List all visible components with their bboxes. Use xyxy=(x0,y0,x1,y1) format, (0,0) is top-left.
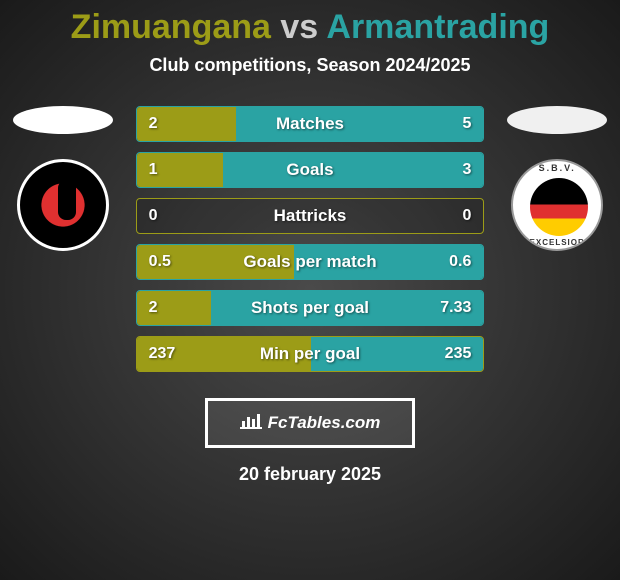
left-oval-decor xyxy=(13,106,113,134)
stat-row: 2Matches5 xyxy=(136,106,485,142)
stat-value-right: 3 xyxy=(462,153,471,187)
chart-icon xyxy=(240,411,262,435)
badge-right-text-bottom: EXCELSIOR xyxy=(513,238,601,247)
stat-value-right: 0.6 xyxy=(449,245,471,279)
page-title: Zimuangana vs Armantrading xyxy=(0,8,620,47)
right-side: S.B.V. EXCELSIOR xyxy=(502,106,612,251)
date-label: 20 february 2025 xyxy=(0,464,620,485)
content-row: 2Matches5 1Goals3 0Hattricks0 0.5Goals per … xyxy=(0,106,620,382)
stat-row: 2Shots per goal7.33 xyxy=(136,290,485,326)
stat-label: Shots per goal xyxy=(137,291,484,325)
stat-row: 237Min per goal235 xyxy=(136,336,485,372)
attribution-box: FcTables.com xyxy=(205,398,415,448)
stat-row: 0.5Goals per match0.6 xyxy=(136,244,485,280)
badge-right-text-top: S.B.V. xyxy=(513,163,601,173)
club-badge-right: S.B.V. EXCELSIOR xyxy=(511,159,603,251)
left-side xyxy=(8,106,118,251)
stat-value-right: 5 xyxy=(462,107,471,141)
title-player1: Zimuangana xyxy=(71,8,271,46)
stat-label: Min per goal xyxy=(137,337,484,371)
badge-right-inner xyxy=(530,178,588,236)
right-oval-decor xyxy=(507,106,607,134)
stat-row: 0Hattricks0 xyxy=(136,198,485,234)
stat-value-right: 235 xyxy=(445,337,472,371)
attribution-text: FcTables.com xyxy=(268,413,381,433)
title-vs: vs xyxy=(280,8,318,46)
stat-value-right: 0 xyxy=(462,199,471,233)
infographic-container: Zimuangana vs Armantrading Club competit… xyxy=(0,0,620,580)
stat-label: Goals per match xyxy=(137,245,484,279)
stat-label: Matches xyxy=(137,107,484,141)
subtitle: Club competitions, Season 2024/2025 xyxy=(0,55,620,76)
stats-panel: 2Matches5 1Goals3 0Hattricks0 0.5Goals per … xyxy=(136,106,485,382)
club-badge-left xyxy=(17,159,109,251)
stat-value-right: 7.33 xyxy=(440,291,471,325)
title-player2: Armantrading xyxy=(326,8,549,46)
stat-label: Goals xyxy=(137,153,484,187)
stat-label: Hattricks xyxy=(137,199,484,233)
stat-row: 1Goals3 xyxy=(136,152,485,188)
